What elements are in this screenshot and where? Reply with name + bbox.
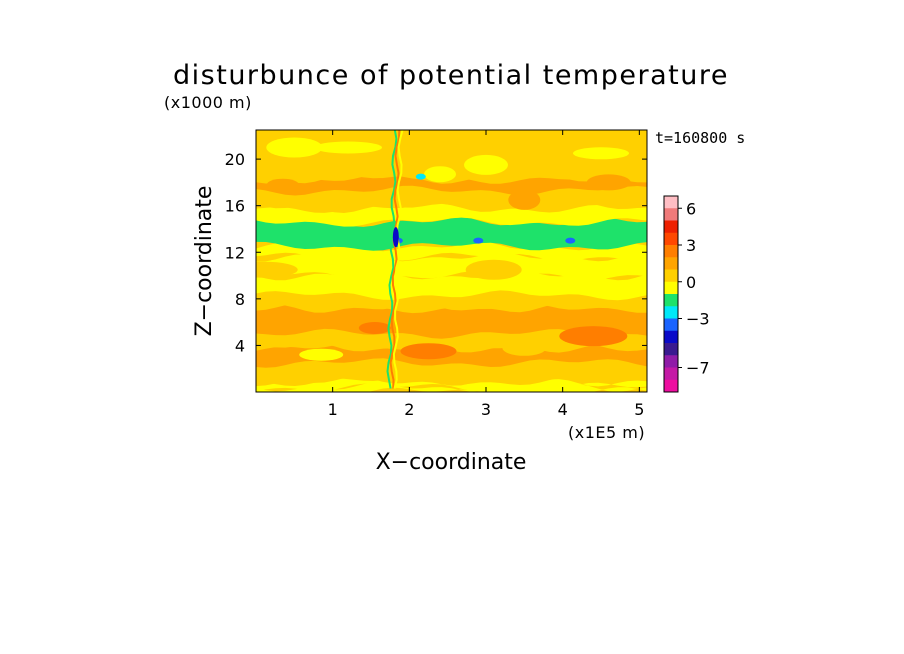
colorbar (663, 195, 679, 393)
y-axis-ticks: 4 8 12 16 20 (225, 150, 647, 355)
colorbar-cell (664, 257, 678, 270)
colorbar-cell (664, 269, 678, 283)
contour-patch (256, 261, 298, 278)
colorbar-cell (664, 208, 678, 221)
contour-band (256, 328, 647, 353)
contour-patch (266, 178, 299, 191)
contour-band (256, 358, 647, 386)
plot-area (256, 130, 647, 392)
contour-patch (424, 166, 456, 183)
contour-band (256, 185, 647, 213)
plot-frame (255, 129, 648, 393)
y-axis-label: Z−coordinate (192, 186, 217, 337)
colorbar-cell (664, 196, 678, 209)
contour-patch (508, 189, 541, 210)
x-tick-label: 1 (328, 400, 338, 419)
contour-bands (256, 130, 647, 392)
colorbar-ticks: 6 3 0 −3 −7 (678, 199, 710, 378)
contour-patches (256, 137, 631, 361)
colorbar-cell (664, 343, 678, 356)
x-tick-label: 2 (404, 400, 414, 419)
contour-band (256, 130, 647, 173)
contour-patch (299, 348, 344, 361)
time-label: t=160800 s (655, 129, 745, 147)
colorbar-tick-label: 0 (686, 273, 696, 292)
colorbar-cell (664, 294, 678, 307)
x-axis-label: X−coordinate (376, 450, 527, 475)
contour-patch (464, 154, 508, 175)
contour-patch (400, 343, 457, 360)
contour-patch (358, 322, 391, 334)
contour-patch (314, 141, 382, 154)
colorbar-cell (664, 306, 678, 319)
disturbance-streak (392, 130, 404, 389)
colorbar-cell (664, 367, 678, 381)
contour-patch (573, 147, 629, 160)
colorbar-cell (664, 318, 678, 332)
contour-band (256, 203, 647, 227)
vertical-disturbance (386, 130, 404, 389)
x-tick-label: 5 (634, 400, 644, 419)
contour-band (256, 376, 647, 392)
x-tick-label: 3 (481, 400, 491, 419)
colorbar-tick-label: 6 (686, 199, 696, 218)
disturbance-streak (386, 130, 398, 389)
y-unit-label: (x1000 m) (164, 93, 252, 112)
y-tick-label: 20 (225, 150, 245, 169)
colorbar-cell (664, 330, 678, 344)
contour-band (256, 217, 647, 251)
contour-patch (586, 174, 631, 191)
y-tick-label: 16 (225, 197, 245, 216)
colorbar-cell (664, 355, 678, 368)
y-tick-label: 8 (235, 290, 245, 309)
colorbar-frame (663, 195, 679, 393)
colorbar-cell (664, 232, 678, 246)
disturbance-core (392, 227, 399, 248)
x-unit-label: (x1E5 m) (568, 423, 645, 442)
y-tick-label: 4 (235, 336, 245, 355)
disturbance-streak (389, 130, 401, 389)
colorbar-tick-label: −7 (686, 359, 710, 378)
contour-patch (415, 173, 426, 180)
contour-band (256, 174, 647, 196)
contour-patch (502, 339, 547, 356)
colorbar-tick-label: 3 (686, 236, 696, 255)
chart-title: disturbunce of potential temperature (173, 60, 729, 91)
contour-patch (559, 326, 628, 347)
x-tick-label: 4 (558, 400, 568, 419)
contour-band (256, 290, 647, 314)
x-axis-ticks: 1 2 3 4 5 (328, 130, 644, 419)
contour-patch (473, 237, 484, 244)
contour-band (256, 303, 647, 339)
colorbar-tick-label: −3 (686, 310, 710, 329)
colorbar-cell (664, 379, 678, 393)
contour-patch (465, 259, 522, 280)
y-tick-label: 12 (225, 243, 245, 262)
colorbar-cell (664, 245, 678, 258)
contour-patch (266, 137, 323, 158)
contour-patch (565, 237, 576, 244)
colorbar-cell (664, 220, 678, 234)
colorbar-cell (664, 281, 678, 295)
